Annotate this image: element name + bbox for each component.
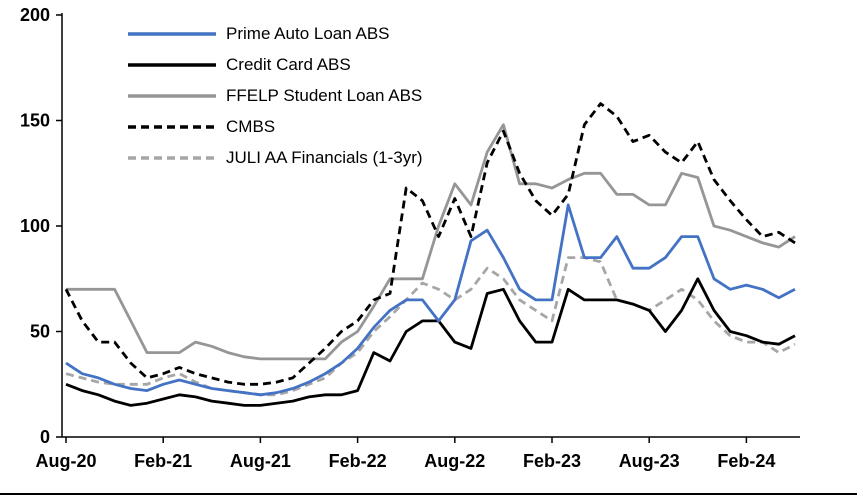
legend-label: Credit Card ABS: [226, 54, 351, 74]
x-tick-label: Aug-23: [619, 451, 680, 471]
legend-swatch: [128, 93, 216, 98]
legend-label: CMBS: [226, 116, 276, 136]
legend-item-2: FFELP Student Loan ABS: [128, 84, 423, 107]
series-line-3: [64, 102, 796, 386]
series-line-1: [65, 277, 796, 407]
x-tick-label: Aug-22: [424, 451, 485, 471]
legend-item-4: JULI AA Financials (1-3yr): [128, 146, 423, 169]
legend-swatch: [128, 31, 216, 36]
series-line-2: [66, 123, 796, 361]
legend-item-3: CMBS: [128, 115, 423, 138]
legend-swatch: [128, 155, 216, 160]
legend-item-0: Prime Auto Loan ABS: [128, 22, 423, 45]
legend-swatch: [128, 62, 216, 67]
y-tick-label: 50: [30, 322, 50, 342]
x-tick-label: Aug-20: [35, 451, 96, 471]
y-tick-label: 200: [20, 5, 50, 25]
series-line-4: [65, 256, 796, 397]
legend-item-1: Credit Card ABS: [128, 53, 423, 76]
series-line-0: [65, 203, 796, 397]
x-tick-label: Aug-21: [230, 451, 291, 471]
legend-swatch: [128, 124, 216, 129]
chart-legend: Prime Auto Loan ABS Credit Card ABS FFELP …: [128, 22, 423, 169]
y-tick-label: 150: [20, 111, 50, 131]
x-tick-label: Feb-24: [717, 451, 775, 471]
x-tick-label: Feb-22: [329, 451, 387, 471]
legend-label: FFELP Student Loan ABS: [226, 85, 423, 105]
x-tick-label: Feb-23: [523, 451, 581, 471]
legend-label: JULI AA Financials (1-3yr): [226, 147, 423, 167]
x-tick-label: Feb-21: [134, 451, 192, 471]
y-tick-label: 0: [40, 427, 50, 447]
legend-label: Prime Auto Loan ABS: [226, 23, 390, 43]
y-tick-label: 100: [20, 216, 50, 236]
